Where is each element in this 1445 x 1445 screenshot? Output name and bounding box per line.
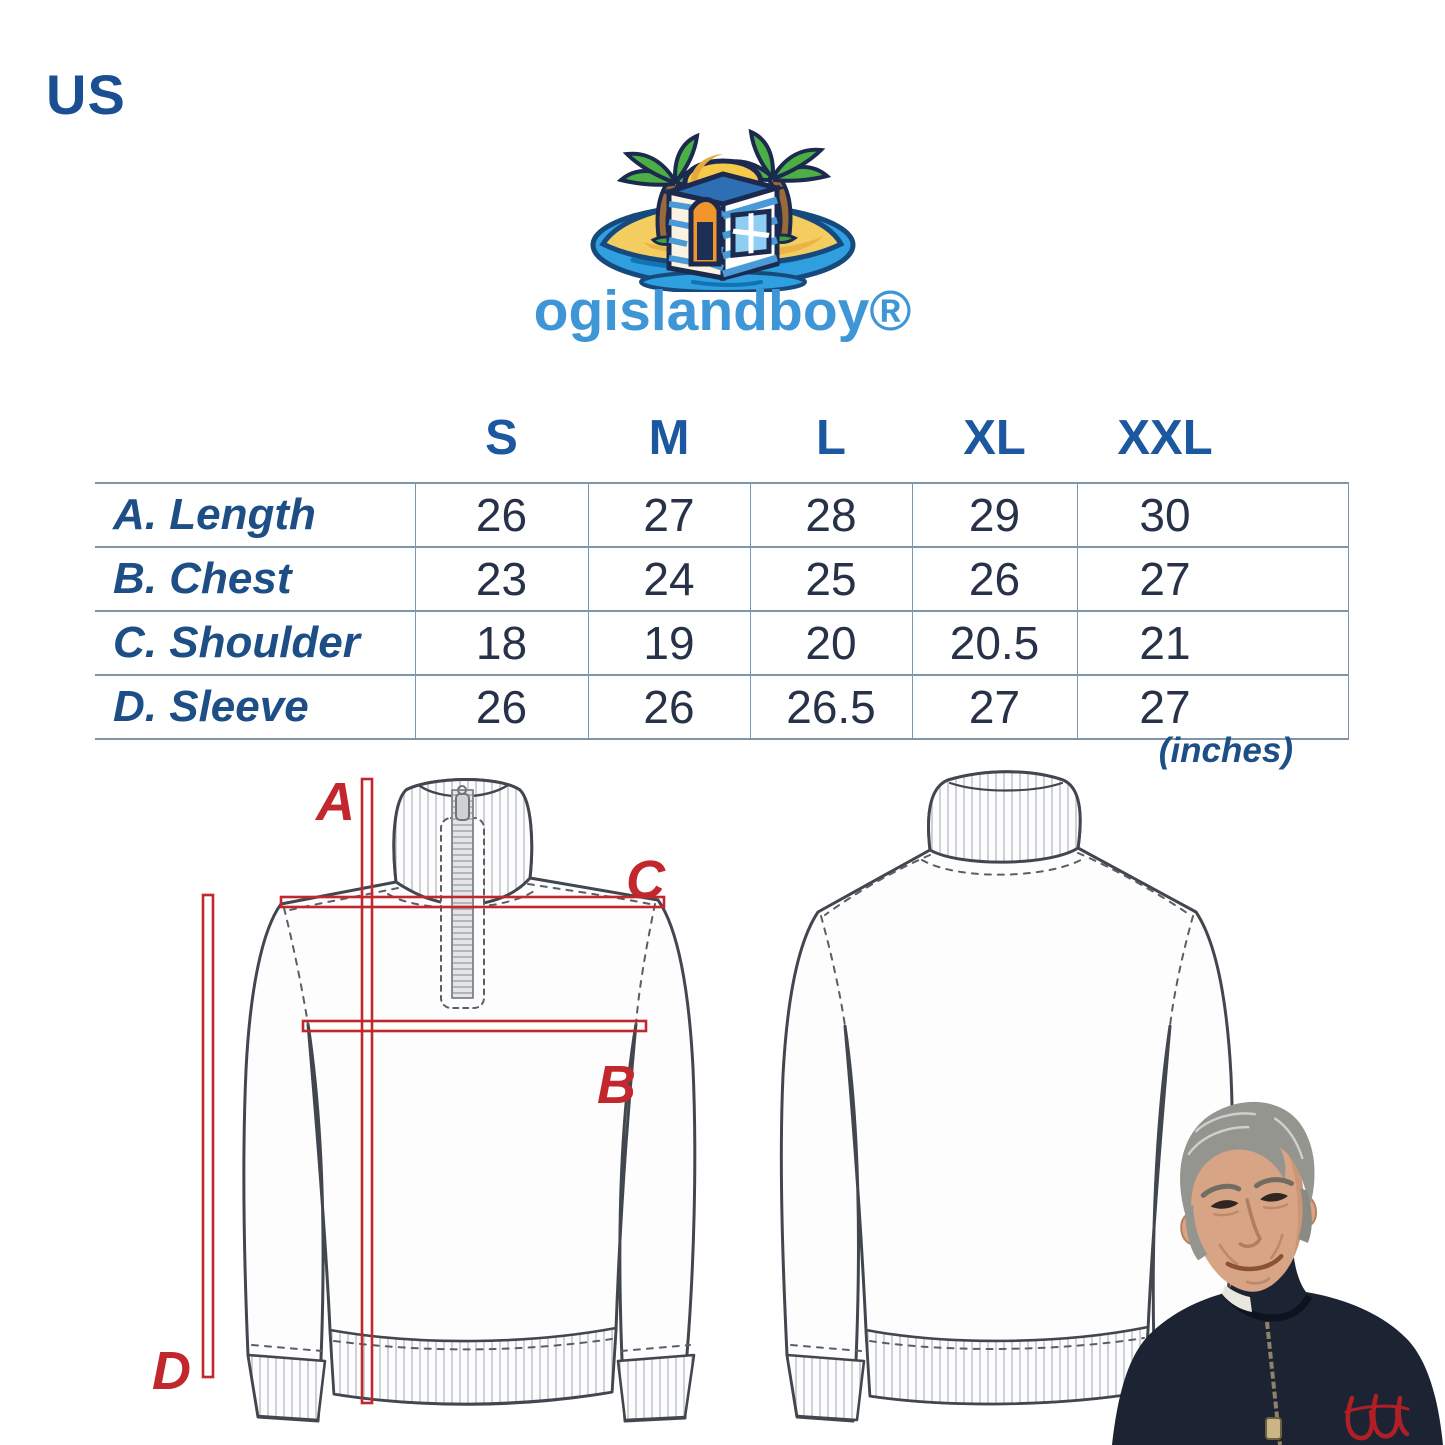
row-label: B. Chest <box>95 546 415 611</box>
brand-name: ogislandboy® <box>533 279 912 343</box>
hair <box>1180 1101 1315 1219</box>
sleeve-label: D <box>152 1341 191 1401</box>
zipper-icon <box>440 785 485 1009</box>
row-label: D. Sleeve <box>95 674 415 740</box>
house-icon <box>659 154 786 282</box>
length-label: A <box>314 772 355 832</box>
measurement-cell: 19 <box>587 610 750 675</box>
monogram <box>1344 1393 1410 1441</box>
measurement-cell: 27 <box>1076 674 1349 740</box>
chest-label: B <box>597 1055 636 1115</box>
measurement-cell: 30 <box>1076 482 1349 547</box>
table-row-sleeve: D. Sleeve 26 26 26.5 27 27 <box>95 674 1349 740</box>
measurement-cell: 26 <box>911 546 1077 611</box>
person-photo <box>1112 1101 1443 1445</box>
eye <box>1210 1200 1239 1209</box>
row-label: C. Shoulder <box>95 610 415 675</box>
units-note: (inches) <box>1158 731 1293 770</box>
size-chart-table: S M L XL XXL A. Length 26 27 28 29 30 B.… <box>95 392 1349 740</box>
measurement-cell: 28 <box>749 482 912 547</box>
measurement-cell: 26.5 <box>749 674 912 740</box>
measurement-cell: 20.5 <box>911 610 1077 675</box>
measurement-letters: A C B D <box>152 772 666 1401</box>
shirt-collar <box>1222 1285 1252 1312</box>
length-measure-line <box>360 777 374 1405</box>
shoulder-measure-line <box>279 895 666 909</box>
measurement-cell: 29 <box>911 482 1077 547</box>
measurement-cell: 26 <box>414 482 588 547</box>
measurement-cell: 26 <box>414 674 588 740</box>
size-header-row: S M L XL XXL <box>95 392 1348 483</box>
size-header-xxl: XXL <box>1117 411 1213 465</box>
sweater-front-view <box>242 778 697 1423</box>
measurement-cell: 26 <box>587 674 750 740</box>
chest-measure-line <box>301 1019 648 1033</box>
eye <box>1260 1193 1288 1202</box>
brand-header: ogislandboy® <box>0 92 1445 344</box>
measurement-cell: 27 <box>587 482 750 547</box>
measurement-cell: 18 <box>414 610 588 675</box>
measurement-cell: 23 <box>414 546 588 611</box>
mouth <box>1225 1254 1284 1272</box>
measurement-cell: 21 <box>1076 610 1349 675</box>
measurement-cell: 27 <box>911 674 1077 740</box>
measurement-cell: 20 <box>749 610 912 675</box>
region-label: US <box>46 63 126 126</box>
size-header-s: S <box>485 411 518 465</box>
table-row-length: A. Length 26 27 28 29 30 <box>95 482 1349 547</box>
measurement-cell: 25 <box>749 546 912 611</box>
measurement-cell: 27 <box>1076 546 1349 611</box>
row-label: A. Length <box>95 482 415 547</box>
size-header-l: L <box>816 411 846 465</box>
table-row-shoulder: C. Shoulder 18 19 20 20.5 21 <box>95 610 1349 675</box>
shoulder-label: C <box>626 850 666 910</box>
size-header-m: M <box>648 411 690 465</box>
table-row-chest: B. Chest 23 24 25 26 27 <box>95 546 1349 611</box>
measurement-lines <box>201 777 666 1405</box>
brand-logo-icon <box>590 128 855 292</box>
measurement-cell: 24 <box>587 546 750 611</box>
sleeve-measure-line <box>201 893 215 1379</box>
size-header-xl: XL <box>963 411 1026 465</box>
jacket-zipper-icon <box>1265 1321 1282 1445</box>
